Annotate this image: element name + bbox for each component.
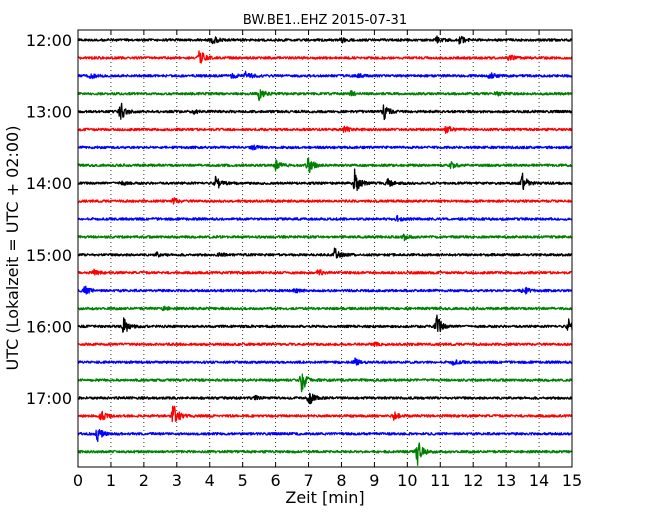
trace-1745 <box>77 442 573 466</box>
y-tick-label-0: 12:00 <box>26 31 72 50</box>
seismic-traces <box>77 35 573 466</box>
trace-1230 <box>77 70 573 80</box>
trace-1400 <box>77 168 573 192</box>
trace-1630 <box>77 357 573 366</box>
y-axis-label: UTC (Lokalzeit = UTC + 02:00) <box>3 126 22 371</box>
y-tick-label-5: 17:00 <box>26 389 72 408</box>
chart-title: BW.BE1..EHZ 2015-07-31 <box>243 13 407 28</box>
x-tick-label-2: 2 <box>139 471 149 490</box>
trace-1215 <box>77 50 573 64</box>
x-tick-label-15: 15 <box>562 471 582 490</box>
y-tick-label-1: 13:00 <box>26 103 72 122</box>
x-tick-label-10: 10 <box>397 471 417 490</box>
trace-1715 <box>77 405 573 423</box>
x-tick-label-7: 7 <box>303 471 313 490</box>
trace-1645 <box>77 373 573 393</box>
x-tick-label-3: 3 <box>172 471 182 490</box>
trace-1600 <box>77 314 573 333</box>
x-tick-label-11: 11 <box>430 471 450 490</box>
x-tick-label-13: 13 <box>496 471 516 490</box>
x-tick-label-6: 6 <box>271 471 281 490</box>
x-tick-label-8: 8 <box>336 471 346 490</box>
x-axis-label: Zeit [min] <box>285 488 364 507</box>
trace-1515 <box>77 268 573 276</box>
trace-1500 <box>77 247 573 259</box>
x-tick-label-12: 12 <box>463 471 483 490</box>
y-tick-label-2: 14:00 <box>26 174 72 193</box>
trace-1330 <box>77 144 573 151</box>
trace-1200 <box>77 35 573 45</box>
trace-1300 <box>77 102 573 121</box>
x-tick-label-5: 5 <box>238 471 248 490</box>
trace-1245 <box>77 89 573 102</box>
trace-1530 <box>77 285 573 295</box>
trace-1430 <box>77 214 573 223</box>
y-tick-label-4: 16:00 <box>26 317 72 336</box>
x-tick-label-1: 1 <box>106 471 116 490</box>
trace-1345 <box>77 157 573 174</box>
grid-lines <box>110 30 540 467</box>
trace-1615 <box>77 341 573 347</box>
trace-1545 <box>77 305 573 312</box>
x-tick-label-14: 14 <box>529 471 549 490</box>
trace-1445 <box>77 233 573 242</box>
x-tick-label-0: 0 <box>73 471 83 490</box>
trace-1315 <box>77 125 573 134</box>
trace-1415 <box>77 197 573 205</box>
x-tick-label-9: 9 <box>369 471 379 490</box>
plot-frame <box>77 29 573 468</box>
trace-1730 <box>77 428 573 443</box>
axis-ticks: 0 1 2 3 4 5 6 7 8 9 10 11 12 13 14 1512:0013:0014:0015:… <box>26 30 582 490</box>
y-tick-label-3: 15:00 <box>26 246 72 265</box>
x-tick-label-4: 4 <box>205 471 215 490</box>
trace-1700 <box>77 392 573 405</box>
